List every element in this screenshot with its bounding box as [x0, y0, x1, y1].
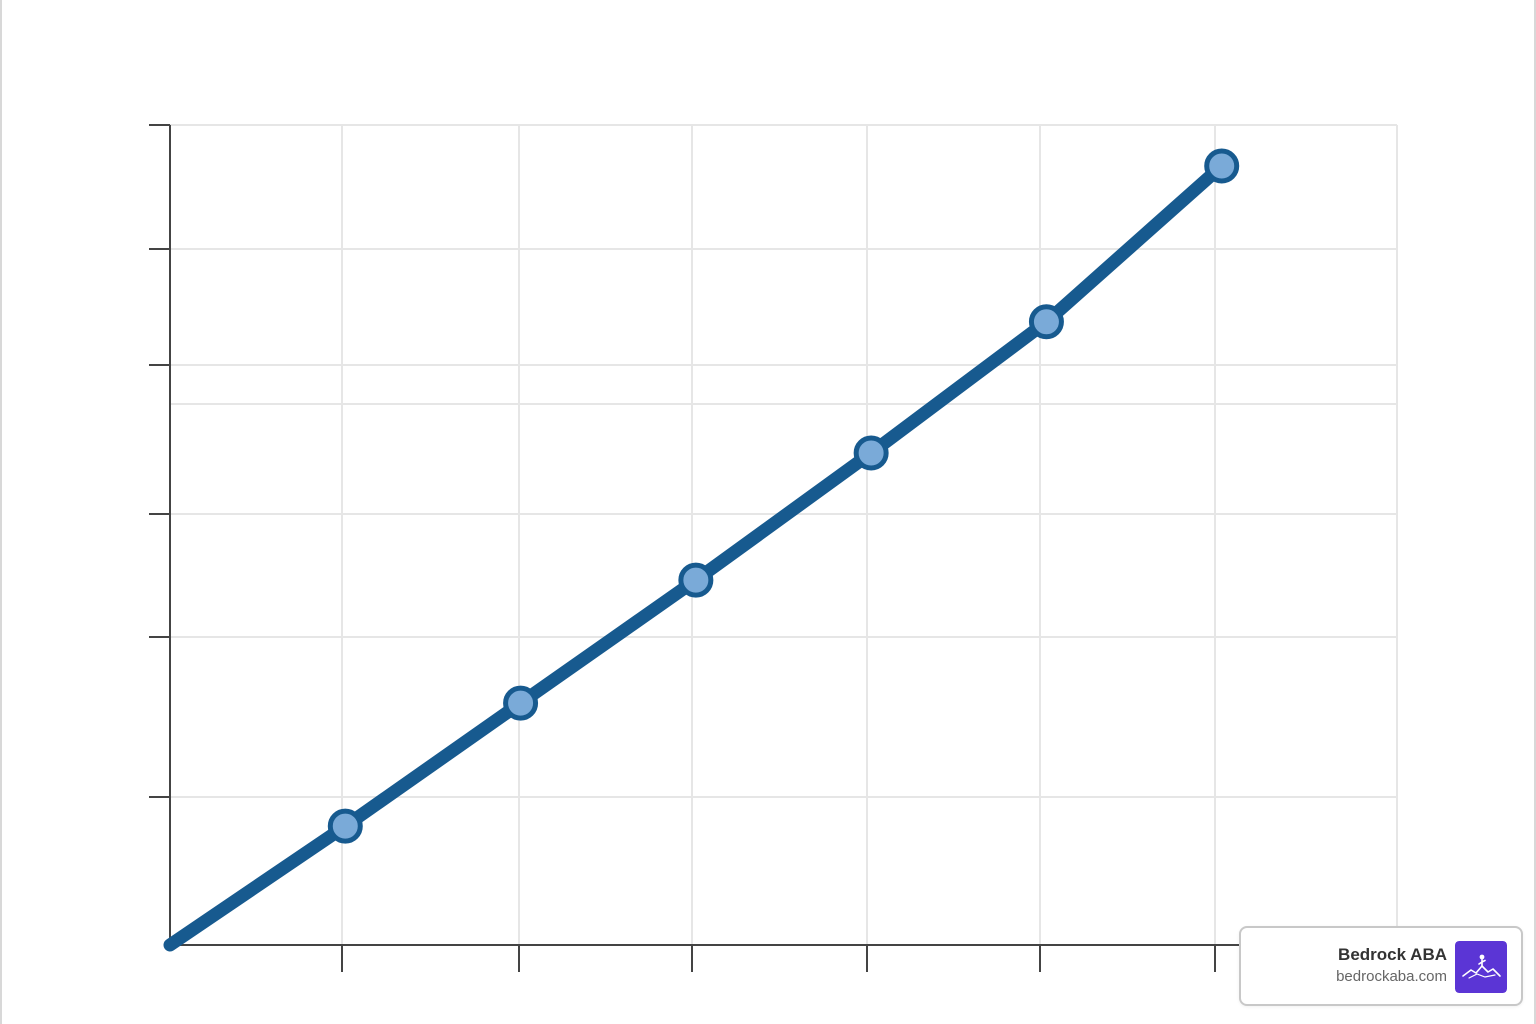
chart-markers: [327, 148, 1240, 844]
chart-axes: [149, 124, 1262, 972]
brand-name: Bedrock ABA: [1338, 945, 1447, 964]
data-point: [1028, 304, 1064, 340]
brand-url: bedrockaba.com: [1336, 968, 1447, 985]
series-line: [163, 159, 1229, 952]
chart-series: [163, 159, 1229, 952]
chart-grid: [170, 124, 1398, 945]
data-point: [503, 685, 539, 721]
data-point: [1204, 148, 1240, 184]
watermark-badge[interactable]: Bedrock ABA bedrockaba.com: [1239, 926, 1523, 1006]
data-point: [678, 562, 714, 598]
watermark-text: Bedrock ABA bedrockaba.com: [1336, 944, 1447, 988]
data-point: [853, 435, 889, 471]
mountain-figure-icon: [1455, 941, 1507, 993]
data-point: [327, 808, 363, 844]
